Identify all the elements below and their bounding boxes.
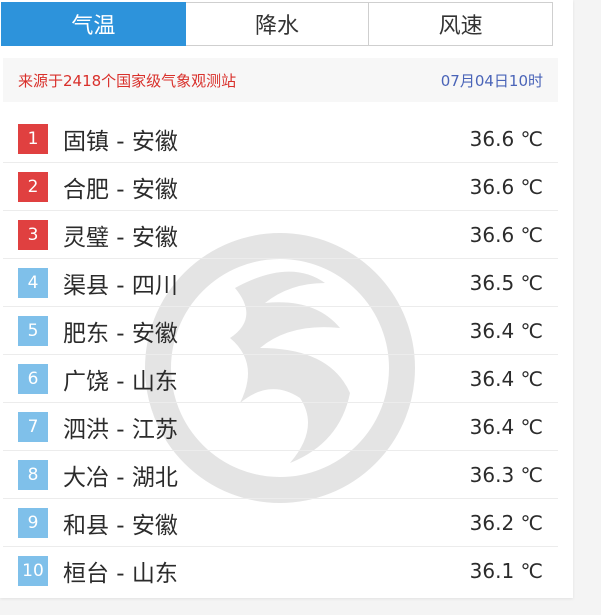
rank-badge: 2 xyxy=(18,172,48,202)
ranking-card: 气温 降水 风速 来源于2418个国家级气象观测站 07月04日10时 1 固镇… xyxy=(0,0,573,598)
temperature-value: 36.3 ℃ xyxy=(469,462,543,487)
tab-precipitation[interactable]: 降水 xyxy=(185,2,370,46)
rank-badge: 8 xyxy=(18,460,48,490)
station-name: 广饶 - 山东 xyxy=(63,368,178,395)
rank-badge: 7 xyxy=(18,412,48,442)
temperature-value: 36.4 ℃ xyxy=(469,366,543,391)
info-bar: 来源于2418个国家级气象观测站 07月04日10时 xyxy=(3,58,558,102)
update-time: 07月04日10时 xyxy=(440,71,543,90)
rank-badge: 1 xyxy=(18,124,48,154)
list-item[interactable]: 7 泗洪 - 江苏 36.4 ℃ xyxy=(3,403,558,451)
list-item[interactable]: 2 合肥 - 安徽 36.6 ℃ xyxy=(3,163,558,211)
rank-badge: 4 xyxy=(18,268,48,298)
tab-bar: 气温 降水 风速 xyxy=(1,2,554,46)
ranking-list: 1 固镇 - 安徽 36.6 ℃ 2 合肥 - 安徽 36.6 ℃ 3 灵璧 - 安… xyxy=(3,115,558,595)
temperature-value: 36.2 ℃ xyxy=(469,510,543,535)
rank-badge: 10 xyxy=(18,556,48,586)
station-name: 渠县 - 四川 xyxy=(63,272,178,299)
station-name: 泗洪 - 江苏 xyxy=(63,416,178,443)
list-item[interactable]: 9 和县 - 安徽 36.2 ℃ xyxy=(3,499,558,547)
station-name: 大冶 - 湖北 xyxy=(63,464,178,491)
list-item[interactable]: 6 广饶 - 山东 36.4 ℃ xyxy=(3,355,558,403)
station-name: 和县 - 安徽 xyxy=(63,512,178,539)
station-name: 固镇 - 安徽 xyxy=(63,128,178,155)
list-item[interactable]: 10 桓台 - 山东 36.1 ℃ xyxy=(3,547,558,595)
temperature-value: 36.1 ℃ xyxy=(469,559,543,583)
list-item[interactable]: 5 肥东 - 安徽 36.4 ℃ xyxy=(3,307,558,355)
temperature-value: 36.6 ℃ xyxy=(469,126,543,151)
list-item[interactable]: 8 大冶 - 湖北 36.3 ℃ xyxy=(3,451,558,499)
list-item[interactable]: 1 固镇 - 安徽 36.6 ℃ xyxy=(3,115,558,163)
temperature-value: 36.5 ℃ xyxy=(469,270,543,295)
source-text: 来源于2418个国家级气象观测站 xyxy=(18,71,237,90)
list-item[interactable]: 3 灵璧 - 安徽 36.6 ℃ xyxy=(3,211,558,259)
list-item[interactable]: 4 渠县 - 四川 36.5 ℃ xyxy=(3,259,558,307)
station-name: 合肥 - 安徽 xyxy=(63,176,178,203)
station-name: 灵璧 - 安徽 xyxy=(63,224,178,251)
temperature-value: 36.6 ℃ xyxy=(469,222,543,247)
rank-badge: 6 xyxy=(18,364,48,394)
rank-badge: 9 xyxy=(18,508,48,538)
station-name: 肥东 - 安徽 xyxy=(63,320,178,347)
rank-badge: 3 xyxy=(18,220,48,250)
temperature-value: 36.6 ℃ xyxy=(469,174,543,199)
tab-wind-speed[interactable]: 风速 xyxy=(369,2,554,46)
station-name: 桓台 - 山东 xyxy=(63,561,178,587)
temperature-value: 36.4 ℃ xyxy=(469,318,543,343)
temperature-value: 36.4 ℃ xyxy=(469,414,543,439)
tab-temperature[interactable]: 气温 xyxy=(1,2,186,46)
rank-badge: 5 xyxy=(18,316,48,346)
